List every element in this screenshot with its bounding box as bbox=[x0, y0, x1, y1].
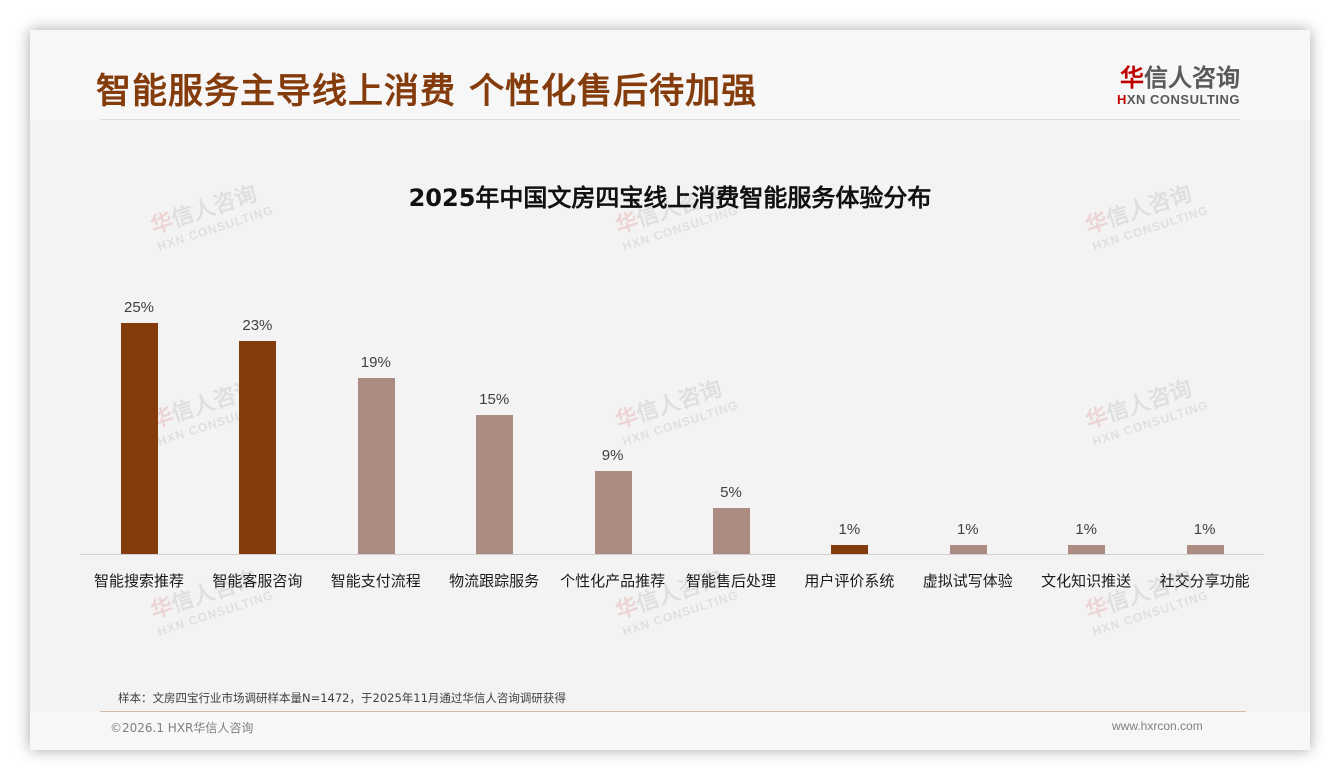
bar bbox=[713, 507, 750, 554]
bar-group: 19% 智能支付流程 bbox=[317, 270, 435, 600]
bar bbox=[949, 544, 987, 554]
bar-group: 1% 用户评价系统 bbox=[790, 270, 908, 600]
footer-divider bbox=[100, 711, 1246, 712]
category-label: 用户评价系统 bbox=[804, 572, 895, 590]
website-link[interactable]: www.hxrcon.com bbox=[1112, 719, 1203, 733]
bar-group: 25% 智能搜索推荐 bbox=[80, 270, 198, 600]
bar-value-label: 23% bbox=[242, 317, 273, 335]
bar-group: 15% 物流跟踪服务 bbox=[435, 270, 553, 600]
x-axis-line bbox=[80, 554, 1264, 555]
bar-value-label: 5% bbox=[720, 483, 742, 501]
bar bbox=[1068, 544, 1106, 554]
header-divider bbox=[100, 119, 1240, 120]
bar-chart: 25% 智能搜索推荐 23% 智能客服咨询 19% 智能支付流程 15% 物流跟踪服务 9% 个性… bbox=[80, 270, 1264, 600]
page-title: 智能服务主导线上消费 个性化售后待加强 bbox=[96, 72, 758, 112]
bar-group: 1% 文化知识推送 bbox=[1027, 270, 1145, 600]
category-label: 文化知识推送 bbox=[1041, 572, 1132, 590]
bar-value-label: 15% bbox=[479, 391, 510, 409]
category-label: 智能搜索推荐 bbox=[93, 572, 184, 590]
bar-group: 9% 个性化产品推荐 bbox=[554, 270, 672, 600]
category-label: 虚拟试写体验 bbox=[922, 572, 1013, 590]
bar-value-label: 19% bbox=[360, 354, 391, 372]
logo-en: HXN CONSULTING bbox=[1110, 92, 1240, 108]
logo: 华信人咨询 HXN CONSULTING bbox=[1110, 64, 1240, 108]
category-label: 智能客服咨询 bbox=[212, 572, 303, 590]
footer-band bbox=[30, 712, 1310, 750]
bar-value-label: 1% bbox=[1193, 520, 1216, 538]
category-label: 社交分享功能 bbox=[1159, 572, 1250, 590]
category-label: 个性化产品推荐 bbox=[560, 572, 666, 590]
bar-value-label: 25% bbox=[123, 299, 155, 316]
bar-group: 5% 智能售后处理 bbox=[672, 270, 790, 600]
logo-en-rest: XN CONSULTING bbox=[1126, 92, 1240, 107]
bar-value-label: 1% bbox=[838, 520, 861, 538]
bar bbox=[357, 378, 395, 554]
bar bbox=[476, 415, 514, 554]
chart-title: 2025年中国文房四宝线上消费智能服务体验分布 bbox=[408, 184, 932, 212]
logo-cn: 华信人咨询 bbox=[1110, 64, 1240, 92]
logo-en-first: H bbox=[1116, 92, 1127, 107]
logo-cn-rest: 信人咨询 bbox=[1144, 64, 1240, 92]
bar-group: 1% 虚拟试写体验 bbox=[909, 270, 1027, 600]
category-label: 智能售后处理 bbox=[685, 572, 776, 590]
bar-value-label: 1% bbox=[956, 520, 979, 538]
bar-group: 1% 社交分享功能 bbox=[1146, 270, 1264, 600]
bar bbox=[594, 470, 632, 554]
header-band bbox=[30, 30, 1310, 120]
category-label: 物流跟踪服务 bbox=[449, 572, 540, 590]
bar-value-label: 9% bbox=[601, 446, 624, 464]
slide: 智能服务主导线上消费 个性化售后待加强 华信人咨询 HXN CONSULTING… bbox=[30, 30, 1310, 750]
bar bbox=[239, 341, 277, 554]
bar bbox=[1186, 544, 1224, 554]
sample-note: 样本：文房四宝行业市场调研样本量N=1472，于2025年11月通过华信人咨询调… bbox=[118, 691, 566, 705]
bar-value-label: 1% bbox=[1075, 520, 1098, 538]
copyright: ©2026.1 HXR华信人咨询 bbox=[110, 721, 254, 735]
category-label: 智能支付流程 bbox=[330, 572, 421, 590]
bar-group: 23% 智能客服咨询 bbox=[198, 270, 316, 600]
bar bbox=[121, 323, 158, 554]
bar bbox=[831, 544, 869, 554]
logo-cn-first: 华 bbox=[1120, 64, 1144, 92]
